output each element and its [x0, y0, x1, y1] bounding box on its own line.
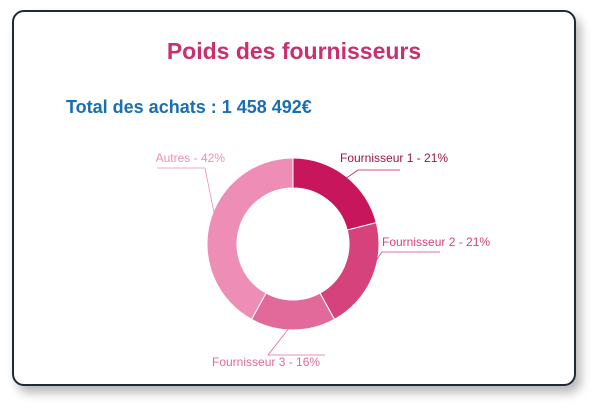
slice-label: Fournisseur 3 - 16%	[212, 355, 320, 369]
leader-line	[365, 251, 440, 276]
leader-line	[341, 169, 400, 182]
slice-label: Fournisseur 1 - 21%	[340, 151, 448, 165]
slice-fournisseur-1	[292, 157, 377, 231]
slice-autres	[206, 157, 294, 321]
chart-title: Poids des fournisseurs	[166, 38, 422, 64]
leader-line	[157, 167, 217, 225]
leader-line	[267, 322, 325, 356]
slice-label: Autres - 42%	[156, 151, 226, 165]
slice-label: Fournisseur 2 - 21%	[382, 235, 490, 249]
slice-fournisseur-3	[250, 292, 336, 331]
slice-fournisseur-2	[319, 222, 380, 321]
total-purchases: Total des achats : 1 458 492€	[66, 97, 312, 117]
